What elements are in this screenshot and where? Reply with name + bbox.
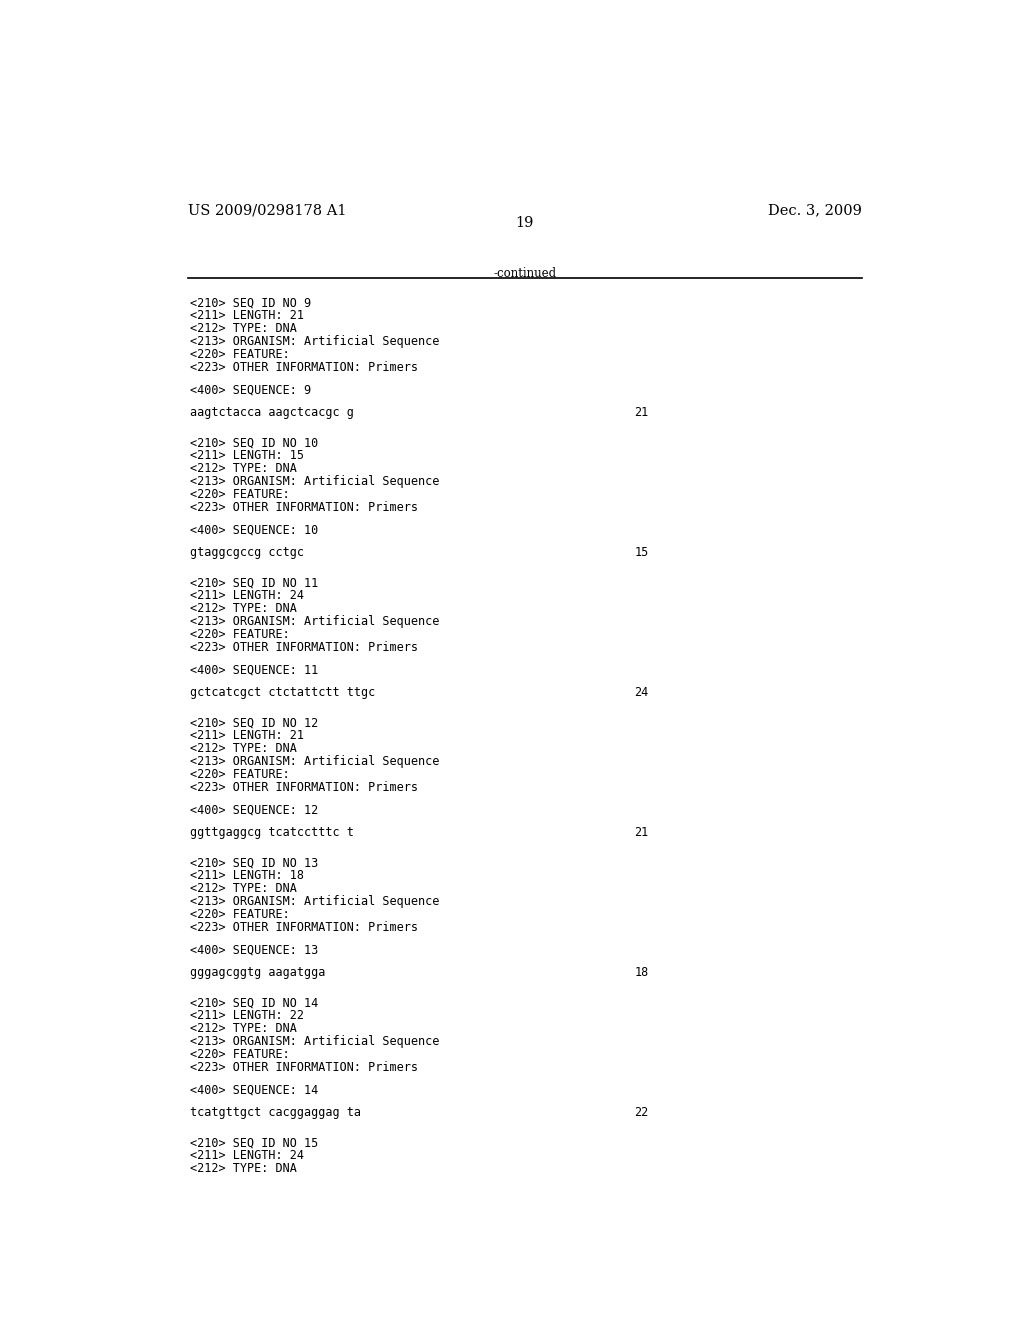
Text: <223> OTHER INFORMATION: Primers: <223> OTHER INFORMATION: Primers <box>189 500 418 513</box>
Text: <400> SEQUENCE: 9: <400> SEQUENCE: 9 <box>189 383 311 396</box>
Text: <210> SEQ ID NO 9: <210> SEQ ID NO 9 <box>189 297 311 310</box>
Text: <220> FEATURE:: <220> FEATURE: <box>189 908 290 921</box>
Text: <400> SEQUENCE: 10: <400> SEQUENCE: 10 <box>189 524 318 536</box>
Text: <220> FEATURE:: <220> FEATURE: <box>189 348 290 362</box>
Text: <211> LENGTH: 18: <211> LENGTH: 18 <box>189 870 304 882</box>
Text: US 2009/0298178 A1: US 2009/0298178 A1 <box>187 203 346 216</box>
Text: <223> OTHER INFORMATION: Primers: <223> OTHER INFORMATION: Primers <box>189 360 418 374</box>
Text: <220> FEATURE:: <220> FEATURE: <box>189 768 290 781</box>
Text: 24: 24 <box>634 686 648 698</box>
Text: gggagcggtg aagatgga: gggagcggtg aagatgga <box>189 966 326 978</box>
Text: <213> ORGANISM: Artificial Sequence: <213> ORGANISM: Artificial Sequence <box>189 895 439 908</box>
Text: <211> LENGTH: 21: <211> LENGTH: 21 <box>189 309 304 322</box>
Text: Dec. 3, 2009: Dec. 3, 2009 <box>768 203 862 216</box>
Text: 21: 21 <box>634 826 648 838</box>
Text: <210> SEQ ID NO 10: <210> SEQ ID NO 10 <box>189 437 318 450</box>
Text: <220> FEATURE:: <220> FEATURE: <box>189 628 290 642</box>
Text: <210> SEQ ID NO 14: <210> SEQ ID NO 14 <box>189 997 318 1010</box>
Text: <223> OTHER INFORMATION: Primers: <223> OTHER INFORMATION: Primers <box>189 921 418 933</box>
Text: <213> ORGANISM: Artificial Sequence: <213> ORGANISM: Artificial Sequence <box>189 755 439 768</box>
Text: <223> OTHER INFORMATION: Primers: <223> OTHER INFORMATION: Primers <box>189 781 418 793</box>
Text: <212> TYPE: DNA: <212> TYPE: DNA <box>189 1022 297 1035</box>
Text: <212> TYPE: DNA: <212> TYPE: DNA <box>189 882 297 895</box>
Text: <220> FEATURE:: <220> FEATURE: <box>189 488 290 502</box>
Text: aagtctacca aagctcacgc g: aagtctacca aagctcacgc g <box>189 407 353 418</box>
Text: <212> TYPE: DNA: <212> TYPE: DNA <box>189 322 297 335</box>
Text: <400> SEQUENCE: 14: <400> SEQUENCE: 14 <box>189 1084 318 1096</box>
Text: <400> SEQUENCE: 13: <400> SEQUENCE: 13 <box>189 944 318 956</box>
Text: <400> SEQUENCE: 11: <400> SEQUENCE: 11 <box>189 664 318 676</box>
Text: <210> SEQ ID NO 15: <210> SEQ ID NO 15 <box>189 1137 318 1150</box>
Text: <213> ORGANISM: Artificial Sequence: <213> ORGANISM: Artificial Sequence <box>189 1035 439 1048</box>
Text: -continued: -continued <box>494 267 556 280</box>
Text: <400> SEQUENCE: 12: <400> SEQUENCE: 12 <box>189 804 318 816</box>
Text: gctcatcgct ctctattctt ttgc: gctcatcgct ctctattctt ttgc <box>189 686 375 698</box>
Text: <223> OTHER INFORMATION: Primers: <223> OTHER INFORMATION: Primers <box>189 640 418 653</box>
Text: <212> TYPE: DNA: <212> TYPE: DNA <box>189 602 297 615</box>
Text: 15: 15 <box>634 546 648 558</box>
Text: 21: 21 <box>634 407 648 418</box>
Text: <210> SEQ ID NO 13: <210> SEQ ID NO 13 <box>189 857 318 870</box>
Text: gtaggcgccg cctgc: gtaggcgccg cctgc <box>189 546 304 558</box>
Text: <213> ORGANISM: Artificial Sequence: <213> ORGANISM: Artificial Sequence <box>189 335 439 348</box>
Text: <211> LENGTH: 24: <211> LENGTH: 24 <box>189 590 304 602</box>
Text: <211> LENGTH: 21: <211> LENGTH: 21 <box>189 730 304 742</box>
Text: 19: 19 <box>516 216 534 230</box>
Text: <220> FEATURE:: <220> FEATURE: <box>189 1048 290 1061</box>
Text: <212> TYPE: DNA: <212> TYPE: DNA <box>189 462 297 475</box>
Text: <223> OTHER INFORMATION: Primers: <223> OTHER INFORMATION: Primers <box>189 1061 418 1073</box>
Text: 18: 18 <box>634 966 648 978</box>
Text: ggttgaggcg tcatcctttc t: ggttgaggcg tcatcctttc t <box>189 826 353 838</box>
Text: <210> SEQ ID NO 11: <210> SEQ ID NO 11 <box>189 577 318 590</box>
Text: <212> TYPE: DNA: <212> TYPE: DNA <box>189 742 297 755</box>
Text: <213> ORGANISM: Artificial Sequence: <213> ORGANISM: Artificial Sequence <box>189 475 439 488</box>
Text: tcatgttgct cacggaggag ta: tcatgttgct cacggaggag ta <box>189 1106 360 1119</box>
Text: <210> SEQ ID NO 12: <210> SEQ ID NO 12 <box>189 717 318 730</box>
Text: <211> LENGTH: 22: <211> LENGTH: 22 <box>189 1010 304 1022</box>
Text: <211> LENGTH: 24: <211> LENGTH: 24 <box>189 1150 304 1162</box>
Text: <211> LENGTH: 15: <211> LENGTH: 15 <box>189 449 304 462</box>
Text: 22: 22 <box>634 1106 648 1119</box>
Text: <213> ORGANISM: Artificial Sequence: <213> ORGANISM: Artificial Sequence <box>189 615 439 628</box>
Text: <212> TYPE: DNA: <212> TYPE: DNA <box>189 1162 297 1175</box>
